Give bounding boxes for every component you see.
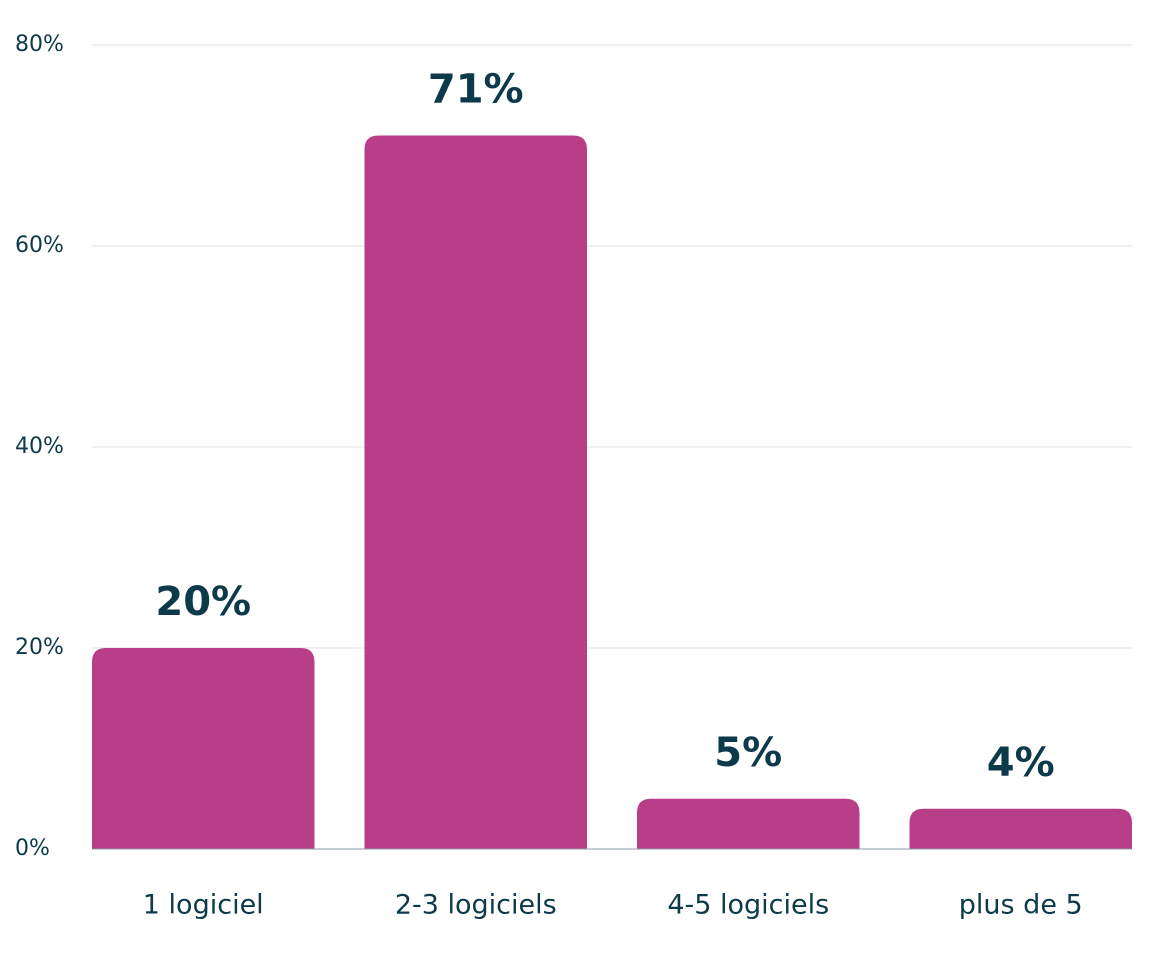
bar xyxy=(909,808,1132,849)
value-label: 5% xyxy=(714,730,782,776)
value-label: 71% xyxy=(428,66,524,112)
x-tick-label: plus de 5 xyxy=(959,890,1083,921)
bar xyxy=(364,135,587,849)
y-tick-label: 40% xyxy=(15,434,64,459)
y-tick-label: 0% xyxy=(15,836,50,861)
x-tick-label: 2-3 logiciels xyxy=(395,890,557,921)
bar xyxy=(92,648,315,849)
y-tick-label: 80% xyxy=(15,32,64,57)
x-tick-label: 1 logiciel xyxy=(143,890,264,921)
y-tick-label: 60% xyxy=(15,233,64,258)
value-label: 20% xyxy=(155,579,251,625)
bar xyxy=(637,798,860,849)
x-tick-label: 4-5 logiciels xyxy=(667,890,829,921)
y-tick-label: 20% xyxy=(15,635,64,660)
value-label: 4% xyxy=(987,740,1055,786)
